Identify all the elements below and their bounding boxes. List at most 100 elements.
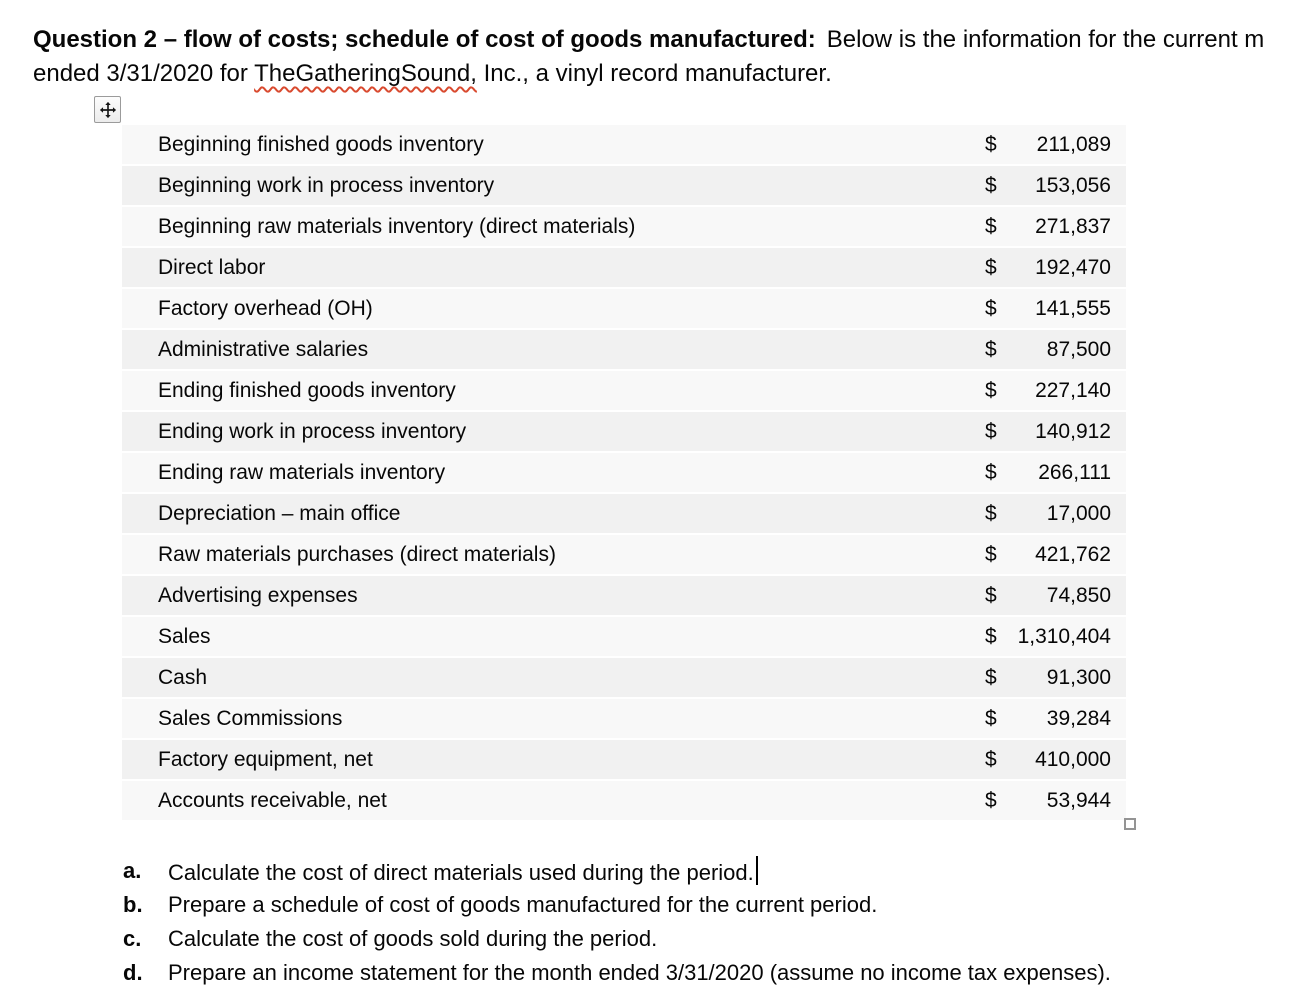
table-row[interactable]: Ending raw materials inventory $ 266,111 bbox=[122, 453, 1126, 494]
task-item[interactable]: a. Calculate the cost of direct material… bbox=[123, 856, 1111, 890]
amount-value: 211,089 bbox=[1036, 132, 1111, 156]
table-row[interactable]: Factory equipment, net $ 410,000 bbox=[122, 740, 1126, 781]
currency-symbol: $ bbox=[985, 378, 997, 402]
amount-cell: $ 271,837 bbox=[985, 215, 1111, 239]
amount-cell: $ 39,284 bbox=[985, 707, 1111, 731]
currency-symbol: $ bbox=[985, 788, 997, 812]
task-text: Prepare an income statement for the mont… bbox=[168, 960, 1111, 985]
currency-symbol: $ bbox=[985, 706, 997, 730]
task-text: Calculate the cost of direct materials u… bbox=[168, 856, 758, 888]
table-row[interactable]: Factory overhead (OH) $ 141,555 bbox=[122, 289, 1126, 330]
table-row[interactable]: Accounts receivable, net $ 53,944 bbox=[122, 781, 1126, 822]
table-row[interactable]: Beginning work in process inventory $ 15… bbox=[122, 166, 1126, 207]
question-intro: Below is the information for the current… bbox=[826, 26, 1265, 53]
task-item[interactable]: d. Prepare an income statement for the m… bbox=[123, 958, 1111, 992]
task-list: a. Calculate the cost of direct material… bbox=[123, 856, 1111, 992]
amount-cell: $ 153,056 bbox=[985, 174, 1111, 198]
table-resize-handle[interactable] bbox=[1124, 818, 1136, 830]
amount-value: 91,300 bbox=[1046, 665, 1111, 689]
task-letter: c. bbox=[123, 926, 142, 951]
text-cursor bbox=[755, 856, 758, 885]
task-letter: d. bbox=[123, 960, 143, 985]
amount-cell: $ 91,300 bbox=[985, 666, 1111, 690]
amount-value: 271,837 bbox=[1035, 214, 1111, 238]
table-row[interactable]: Administrative salaries $ 87,500 bbox=[122, 330, 1126, 371]
table-row[interactable]: Raw materials purchases (direct material… bbox=[122, 535, 1126, 576]
currency-symbol: $ bbox=[985, 419, 997, 443]
account-label: Direct labor bbox=[158, 255, 266, 279]
amount-value: 17,000 bbox=[1046, 501, 1111, 525]
task-letter: b. bbox=[123, 892, 143, 917]
amount-value: 53,944 bbox=[1046, 788, 1111, 812]
amount-cell: $ 211,089 bbox=[985, 133, 1111, 157]
task-text: Calculate the cost of goods sold during … bbox=[168, 926, 658, 951]
amount-value: 153,056 bbox=[1035, 173, 1111, 197]
amount-cell: $ 266,111 bbox=[985, 461, 1111, 485]
move-arrows-icon bbox=[99, 101, 117, 119]
account-label: Raw materials purchases (direct material… bbox=[158, 542, 556, 566]
account-label: Accounts receivable, net bbox=[158, 788, 387, 812]
amount-cell: $ 53,944 bbox=[985, 789, 1111, 813]
currency-symbol: $ bbox=[985, 542, 997, 566]
currency-symbol: $ bbox=[985, 214, 997, 238]
amount-value: 141,555 bbox=[1035, 296, 1111, 320]
table-row[interactable]: Sales $ 1,310,404 bbox=[122, 617, 1126, 658]
currency-symbol: $ bbox=[985, 501, 997, 525]
amount-cell: $ 410,000 bbox=[985, 748, 1111, 772]
table-row[interactable]: Ending finished goods inventory $ 227,14… bbox=[122, 371, 1126, 412]
amount-value: 74,850 bbox=[1046, 583, 1111, 607]
amount-cell: $ 140,912 bbox=[985, 420, 1111, 444]
company-name-misspelled: TheGatheringSound, bbox=[254, 60, 477, 87]
account-label: Beginning finished goods inventory bbox=[158, 132, 484, 156]
amount-cell: $ 17,000 bbox=[985, 502, 1111, 526]
account-label: Administrative salaries bbox=[158, 337, 369, 361]
table-row[interactable]: Ending work in process inventory $ 140,9… bbox=[122, 412, 1126, 453]
currency-symbol: $ bbox=[985, 255, 997, 279]
table-row[interactable]: Beginning raw materials inventory (direc… bbox=[122, 207, 1126, 248]
table-move-handle[interactable] bbox=[94, 96, 121, 123]
currency-symbol: $ bbox=[985, 624, 997, 648]
account-label: Ending work in process inventory bbox=[158, 419, 467, 443]
task-item[interactable]: c. Calculate the cost of goods sold duri… bbox=[123, 924, 1111, 958]
task-letter: a. bbox=[123, 858, 142, 883]
account-label: Beginning raw materials inventory (direc… bbox=[158, 214, 636, 238]
amount-cell: $ 421,762 bbox=[985, 543, 1111, 567]
currency-symbol: $ bbox=[985, 747, 997, 771]
task-item[interactable]: b. Prepare a schedule of cost of goods m… bbox=[123, 890, 1111, 924]
amount-value: 421,762 bbox=[1035, 542, 1111, 566]
task-text: Prepare a schedule of cost of goods manu… bbox=[168, 892, 878, 917]
account-label: Factory equipment, net bbox=[158, 747, 373, 771]
currency-symbol: $ bbox=[985, 337, 997, 361]
currency-symbol: $ bbox=[985, 173, 997, 197]
account-label: Ending raw materials inventory bbox=[158, 460, 446, 484]
table-row[interactable]: Cash $ 91,300 bbox=[122, 658, 1126, 699]
table-row[interactable]: Advertising expenses $ 74,850 bbox=[122, 576, 1126, 617]
amount-value: 192,470 bbox=[1035, 255, 1111, 279]
account-label: Advertising expenses bbox=[158, 583, 358, 607]
question-title: Question 2 – flow of costs; schedule of … bbox=[33, 26, 816, 53]
account-label: Depreciation – main office bbox=[158, 501, 401, 525]
heading-line2-post: Inc., a vinyl record manufacturer. bbox=[476, 60, 832, 87]
amount-cell: $ 74,850 bbox=[985, 584, 1111, 608]
heading-line2-pre: ended 3/31/2020 for bbox=[33, 60, 255, 87]
currency-symbol: $ bbox=[985, 296, 997, 320]
question-heading-line2[interactable]: ended 3/31/2020 for TheGatheringSound, I… bbox=[33, 59, 832, 89]
table-row[interactable]: Depreciation – main office $ 17,000 bbox=[122, 494, 1126, 535]
amount-value: 410,000 bbox=[1035, 747, 1111, 771]
table-row[interactable]: Sales Commissions $ 39,284 bbox=[122, 699, 1126, 740]
amount-cell: $ 141,555 bbox=[985, 297, 1111, 321]
account-label: Sales bbox=[158, 624, 211, 648]
amount-value: 140,912 bbox=[1035, 419, 1111, 443]
table-row[interactable]: Direct labor $ 192,470 bbox=[122, 248, 1126, 289]
amount-value: 87,500 bbox=[1046, 337, 1111, 361]
question-heading-line1[interactable]: Question 2 – flow of costs; schedule of … bbox=[33, 25, 1264, 55]
amount-value: 266,111 bbox=[1038, 460, 1111, 484]
amount-value: 227,140 bbox=[1035, 378, 1111, 402]
currency-symbol: $ bbox=[985, 460, 997, 484]
account-label: Beginning work in process inventory bbox=[158, 173, 495, 197]
currency-symbol: $ bbox=[985, 132, 997, 156]
account-label: Factory overhead (OH) bbox=[158, 296, 373, 320]
table-row[interactable]: Beginning finished goods inventory $ 211… bbox=[122, 125, 1126, 166]
account-label: Sales Commissions bbox=[158, 706, 343, 730]
